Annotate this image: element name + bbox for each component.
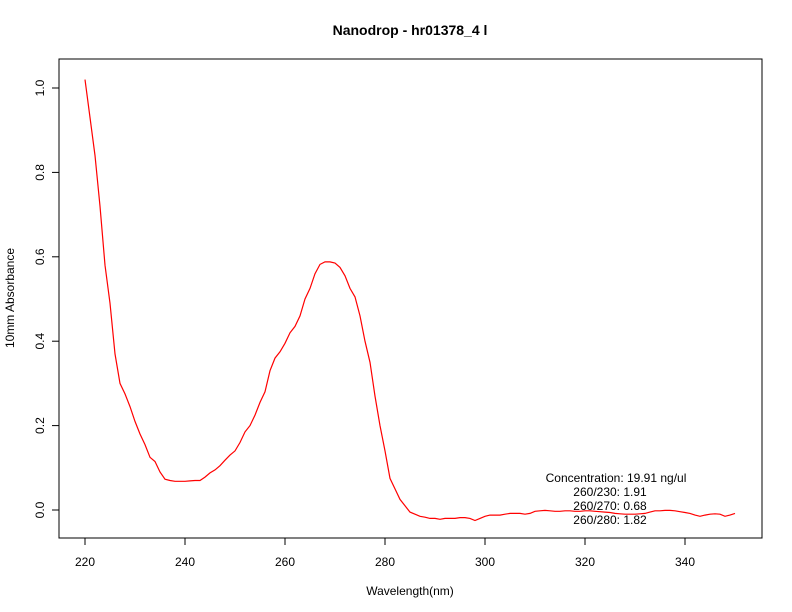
- chart-title: Nanodrop - hr01378_4 l: [333, 22, 488, 38]
- ratio-260-280-annotation: 260/280: 1.82: [573, 513, 647, 527]
- y-tick-label: 0.8: [33, 164, 47, 181]
- absorbance-series-line: [84, 79, 736, 522]
- y-tick-label: 0.4: [33, 333, 47, 350]
- y-axis-label: 10mm Absorbance: [3, 248, 17, 348]
- x-tick-label: 320: [575, 555, 595, 569]
- y-tick-label: 0.0: [33, 501, 47, 518]
- y-tick-label: 0.6: [33, 248, 47, 265]
- plot-frame: [58, 58, 763, 539]
- concentration-annotation: Concentration: 19.91 ng/ul: [546, 471, 687, 485]
- x-tick-label: 280: [375, 555, 395, 569]
- x-axis: 220 240 260 280 300 320 340: [75, 537, 695, 569]
- x-tick-label: 240: [175, 555, 195, 569]
- x-tick-label: 220: [75, 555, 95, 569]
- y-tick-label: 0.2: [33, 417, 47, 434]
- ratio-260-270-annotation: 260/270: 0.68: [573, 499, 647, 513]
- ratio-260-230-annotation: 260/230: 1.91: [573, 485, 647, 499]
- y-tick-label: 1.0: [33, 79, 47, 96]
- x-tick-label: 300: [475, 555, 495, 569]
- y-axis: 0.0 0.2 0.4 0.6 0.8 1.0: [33, 79, 60, 518]
- x-tick-label: 340: [675, 555, 695, 569]
- x-tick-label: 260: [275, 555, 295, 569]
- x-axis-label: Wavelength(nm): [366, 584, 454, 598]
